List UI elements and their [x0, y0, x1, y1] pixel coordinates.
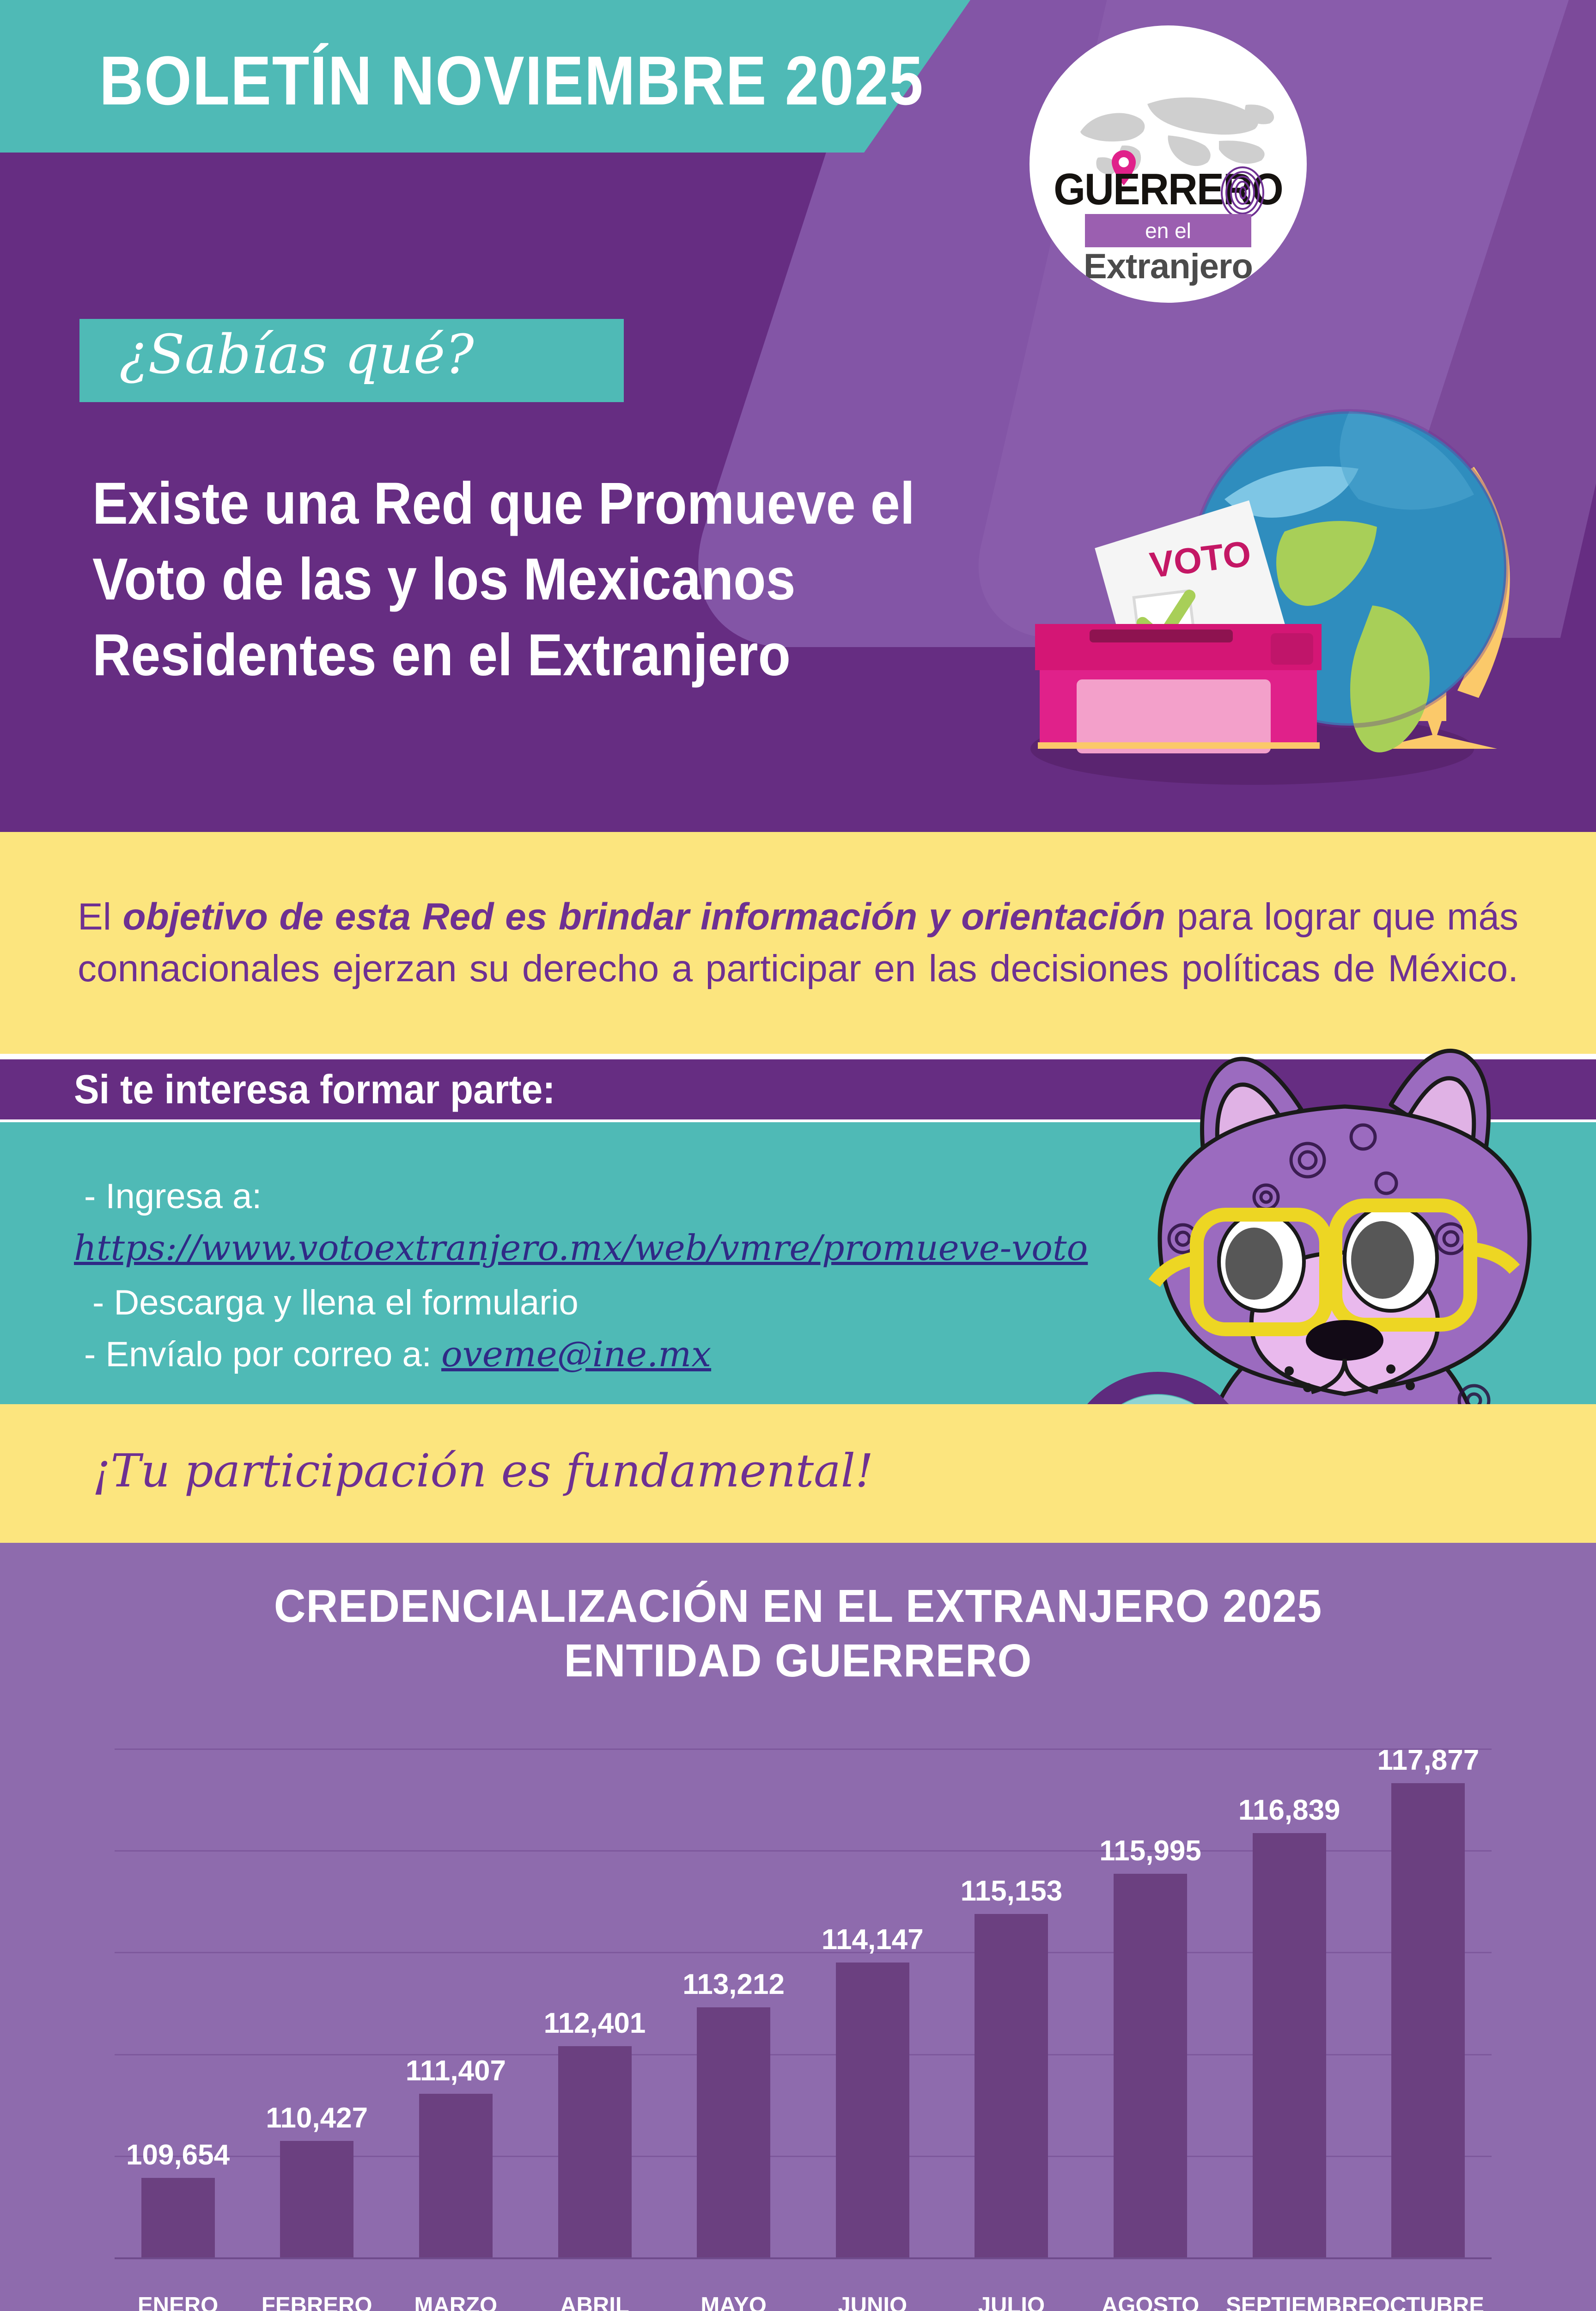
chart-bar [1391, 1783, 1465, 2257]
objetivo-part2: para lograr que más connacionales ejerza… [78, 896, 1518, 990]
promueve-voto-link[interactable]: https://www.votoextranjero.mx/web/vmre/p… [74, 1227, 1088, 1268]
chart-bar [1252, 1833, 1326, 2257]
chart-axis-baseline [115, 2257, 1492, 2259]
chart-plot-area: 109,654 110,427 111,407 112,401 113,212 114,1… [115, 1744, 1492, 2259]
chart-bars: 109,654 110,427 111,407 112,401 113,212 114,1… [115, 1744, 1492, 2257]
chart-x-axis-labels: ENERO2025 FEBRERO2025 MARZO2025 ABRIL2025 MA… [115, 2291, 1492, 2311]
chart-x-label-month: MARZO [414, 2293, 498, 2311]
header-teal-banner [0, 0, 970, 153]
chart-gridline [115, 1850, 1492, 1852]
objetivo-part1: El [78, 896, 123, 938]
chart-bar-group: 110,427 [254, 1749, 380, 2257]
chart-bar [1114, 1874, 1188, 2257]
chart-bar-value-label: 114,147 [821, 1924, 924, 1956]
objetivo-text: El objetivo de esta Red es brindar infor… [0, 891, 1596, 994]
logo-extranjero-text: Extranjero [1084, 247, 1253, 286]
chart-bar-value-label: 110,427 [266, 2102, 368, 2134]
logo-subtitle: en el [1145, 219, 1191, 243]
fingerprint-icon [1221, 166, 1265, 219]
chart-bar-value-label: 115,153 [960, 1875, 1063, 1907]
logo-enel-bar: en el [1085, 214, 1251, 247]
chart-bar [280, 2141, 354, 2257]
chart-x-label-month: OCTUBRE [1372, 2293, 1484, 2311]
logo-guerrero-en-el-extranjero: GUERRERO en el Extranjero [1029, 25, 1307, 303]
sabias-que-badge [79, 319, 624, 402]
chart-bar-value-label: 115,995 [1099, 1835, 1201, 1867]
chart-title-line2: ENTIDAD GUERRERO [564, 1635, 1032, 1687]
step-envialo: - Envíalo por correo a: oveme@ine.mx [84, 1333, 711, 1375]
chart-bar-group: 115,153 [948, 1749, 1075, 2257]
chart-bar-value-label: 113,212 [682, 1969, 785, 2000]
chart-bar [697, 2007, 771, 2257]
glasses-icon [1148, 1198, 1520, 1336]
chart-x-label: JUNIO2025 [809, 2291, 936, 2311]
headline-line-2: Voto de las y los Mexicanos [92, 546, 796, 612]
chart-bar-group: 115,995 [1087, 1749, 1213, 2257]
chart-bar [141, 2178, 215, 2257]
chart-bar-value-label: 109,654 [126, 2139, 230, 2171]
chart-x-label: JULIO2025 [948, 2291, 1075, 2311]
chart-x-label-month: ENERO [137, 2293, 219, 2311]
chart-x-label: SEPTIEMBRE2025 [1226, 2291, 1373, 2311]
map-pin-icon [1112, 150, 1136, 185]
headline-line-1: Existe una Red que Promueve el [92, 471, 915, 537]
chart-gridline [115, 1749, 1492, 1750]
ballot-box-icon [1035, 624, 1322, 753]
chart-bar-group: 117,877 [1365, 1744, 1492, 2257]
chart-bar-value-label: 116,839 [1238, 1794, 1340, 1826]
chart-bar [419, 2094, 493, 2257]
step-descarga: - Descarga y llena el formulario [92, 1283, 579, 1322]
objetivo-bold: objetivo de esta Red es brindar informac… [122, 896, 1166, 938]
ballot-box-and-globe-illustration: VOTO [1030, 409, 1510, 785]
chart-bar-group: 116,839 [1226, 1749, 1352, 2257]
chart-x-label-month: JULIO [978, 2293, 1045, 2311]
step-envialo-prefix: - Envíalo por correo a: [84, 1335, 442, 1374]
chart-x-label-month: MAYO [701, 2293, 767, 2311]
chart-x-label-month: FEBRERO [261, 2293, 372, 2311]
chart-bar [975, 1914, 1048, 2257]
chart-x-label: MAYO2025 [670, 2291, 797, 2311]
chart-gridline [115, 1952, 1492, 1954]
chart-bar [558, 2046, 632, 2257]
chart-bar-group: 113,212 [670, 1749, 797, 2257]
chart-title-line1: CREDENCIALIZACIÓN EN EL EXTRANJERO 2025 [274, 1580, 1322, 1632]
sabias-que-label: ¿Sabías qué? [119, 324, 474, 386]
chart-x-label: ABRIL2025 [531, 2291, 658, 2311]
chart-x-label: FEBRERO2025 [254, 2291, 380, 2311]
chart-title: CREDENCIALIZACIÓN EN EL EXTRANJERO 2025 … [40, 1579, 1556, 1688]
interesa-band-title: Si te interesa formar parte: [73, 1066, 555, 1112]
chart-bar-group: 112,401 [531, 1749, 658, 2257]
step-ingresa: - Ingresa a: [84, 1177, 262, 1216]
jaguar-face [1285, 1320, 1415, 1394]
chart-bar-group: 111,407 [392, 1749, 519, 2257]
chart-x-label: AGOSTO2025 [1087, 2291, 1213, 2311]
oveme-email-link[interactable]: oveme@ine.mx [441, 1333, 712, 1375]
chart-section: CREDENCIALIZACIÓN EN EL EXTRANJERO 2025 … [0, 1543, 1596, 2311]
chart-bar-group: 114,147 [809, 1749, 936, 2257]
globe-map-icon [1080, 97, 1274, 185]
chart-gridline [115, 2054, 1492, 2055]
chart-x-label-month: SEPTIEMBRE [1226, 2293, 1373, 2311]
chart-bar [835, 1963, 909, 2257]
chart-bar-value-label: 112,401 [543, 2007, 646, 2039]
chart-x-label-month: AGOSTO [1101, 2293, 1200, 2311]
headline-line-3: Residentes en el Extranjero [92, 622, 791, 688]
chart-x-label: ENERO2025 [115, 2291, 241, 2311]
chart-bar-value-label: 117,877 [1377, 1744, 1480, 1776]
header-section: BOLETÍN NOVIEMBRE 2025 GUERRERO [0, 0, 1596, 832]
page-title: BOLETÍN NOVIEMBRE 2025 [99, 42, 924, 119]
chart-bar-group: 109,654 [115, 1749, 241, 2257]
chart-x-label-month: ABRIL [560, 2293, 629, 2311]
participacion-section: ¡Tu participación es fundamental! [0, 1404, 1596, 1543]
chart-x-label-month: JUNIO [838, 2293, 908, 2311]
objetivo-section: El objetivo de esta Red es brindar infor… [0, 832, 1596, 1054]
hero-headline: Existe una Red que Promueve el Voto de l… [92, 466, 966, 693]
participacion-text: ¡Tu participación es fundamental! [92, 1445, 874, 1498]
chart-x-label: OCTUBRE2025 [1365, 2291, 1492, 2311]
chart-x-label: MARZO2025 [392, 2291, 519, 2311]
chart-gridline [115, 2155, 1492, 2157]
chart-bar-value-label: 111,407 [405, 2055, 506, 2087]
